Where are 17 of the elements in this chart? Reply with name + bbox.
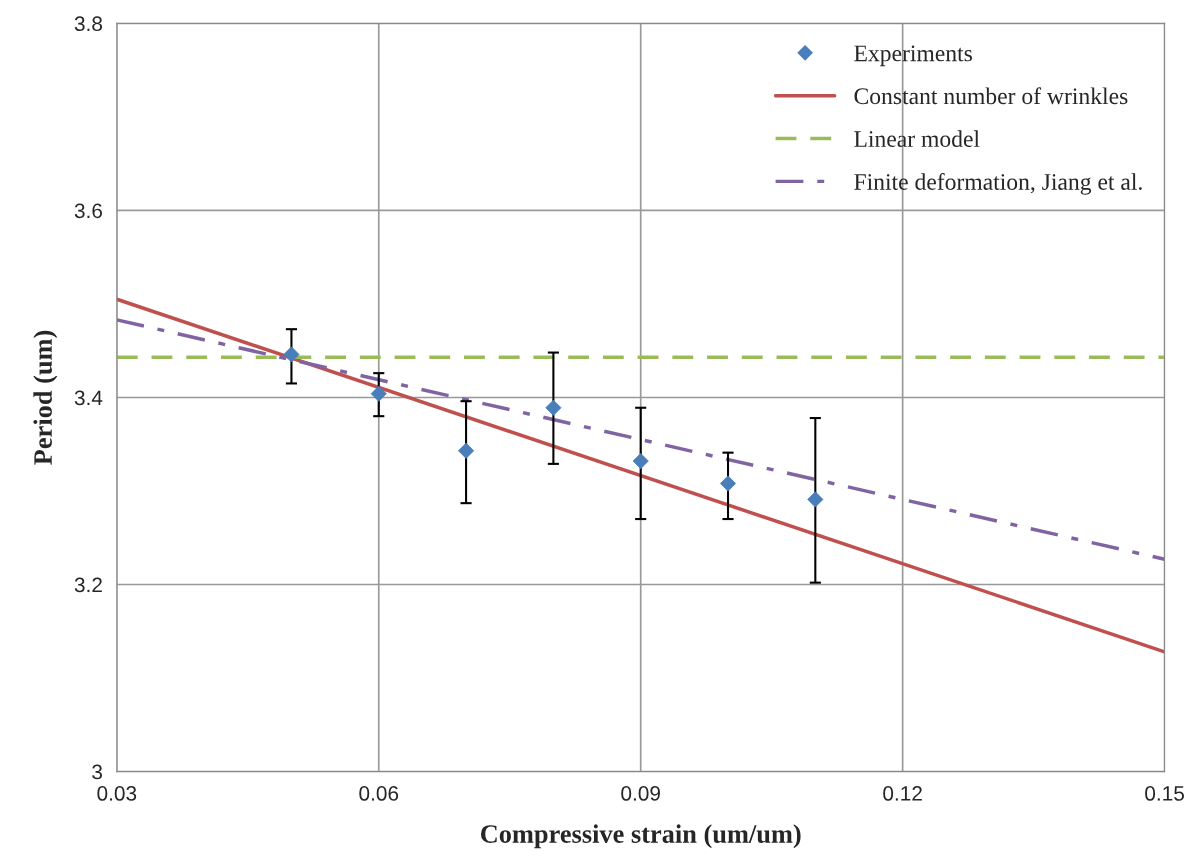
point — [719, 475, 737, 492]
x-tick-label: 0.12 — [883, 786, 922, 801]
x-axis-title: Compressive strain (um/um) — [480, 824, 801, 849]
x-tick-label: 0.09 — [621, 786, 660, 801]
legend-label: Linear model — [854, 130, 980, 147]
y-tick-label: 3.8 — [74, 16, 103, 32]
legend-label: Finite deformation, Jiang et al. — [854, 173, 1142, 195]
legend-label: Constant number of wrinkles — [854, 87, 1128, 105]
y-tick-label: 3.4 — [74, 390, 103, 406]
y-tick-label: 3 — [92, 764, 103, 780]
y-tick-label: 3.2 — [74, 577, 102, 593]
x-tick-label: 0.15 — [1145, 786, 1184, 801]
legend-label: Experiments — [854, 45, 972, 67]
y-tick-label: 3.6 — [74, 203, 103, 219]
y-axis-title: Period (um) — [33, 330, 58, 465]
x-tick-label: 0.03 — [97, 786, 137, 801]
x-tick-label: 0.06 — [359, 786, 399, 801]
